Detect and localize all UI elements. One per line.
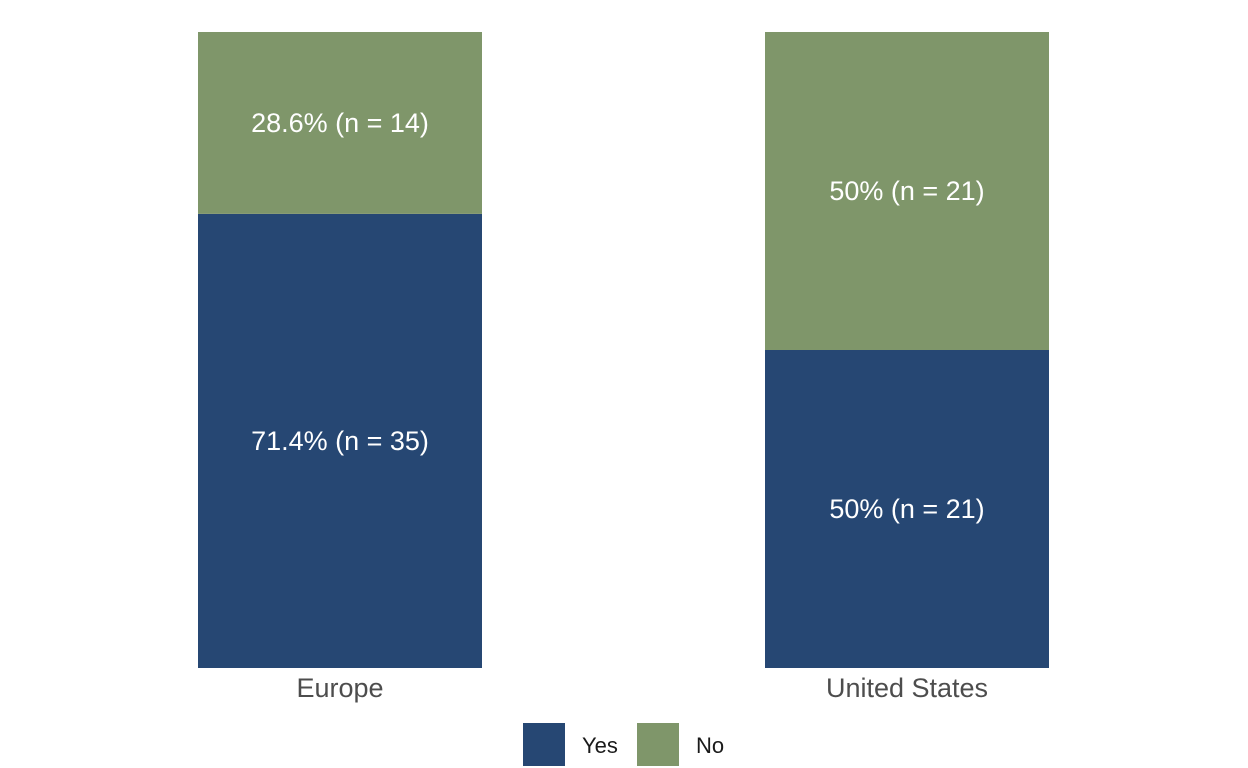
bar-united-states-no [765,32,1049,350]
bar-europe-yes [198,213,482,668]
data-label-united-states-no: 50% (n = 21) [829,176,984,206]
x-tick-label-united-states: United States [826,673,988,703]
data-label-europe-no: 28.6% (n = 14) [251,108,429,138]
x-tick-label-europe: Europe [296,673,383,703]
x-axis-tick-labels: Europe United States [296,673,988,703]
data-label-united-states-yes: 50% (n = 21) [829,494,984,524]
bars-group [198,32,1049,668]
bar-labels-group: 71.4% (n = 35) 28.6% (n = 14) 50% (n = 21)… [251,108,985,524]
data-label-europe-yes: 71.4% (n = 35) [251,426,429,456]
legend-label-yes: Yes [582,733,618,758]
legend-label-no: No [696,733,724,758]
legend-key-no [637,723,679,766]
bar-united-states-yes [765,350,1049,668]
legend: Yes No [523,723,724,766]
legend-key-yes [523,723,565,766]
bar-europe-no [198,32,482,214]
